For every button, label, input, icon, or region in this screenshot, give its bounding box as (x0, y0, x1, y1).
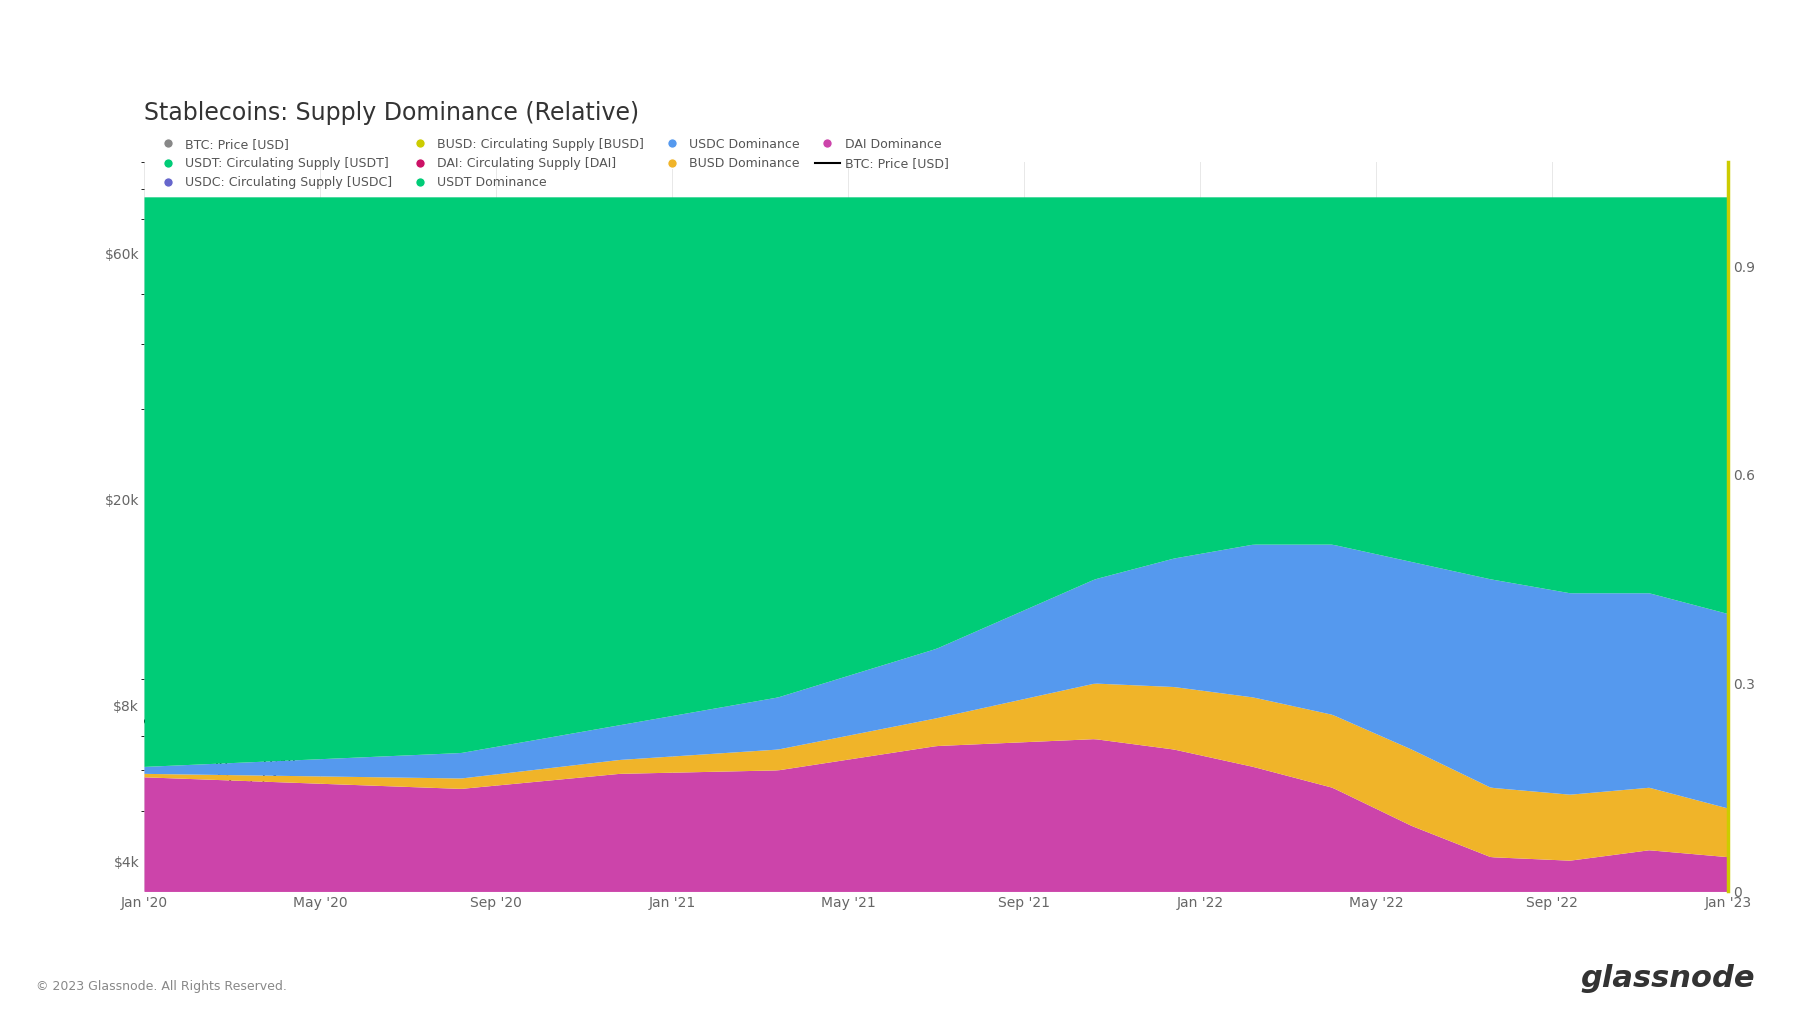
Text: © 2023 Glassnode. All Rights Reserved.: © 2023 Glassnode. All Rights Reserved. (36, 980, 286, 993)
Legend: BTC: Price [USD], USDT: Circulating Supply [USDT], USDC: Circulating Supply [USD: BTC: Price [USD], USDT: Circulating Supp… (149, 133, 954, 194)
Text: Stablecoins: Supply Dominance (Relative): Stablecoins: Supply Dominance (Relative) (144, 100, 639, 125)
Text: glassnode: glassnode (1580, 963, 1755, 993)
Text: glassnode: glassnode (729, 492, 1143, 561)
